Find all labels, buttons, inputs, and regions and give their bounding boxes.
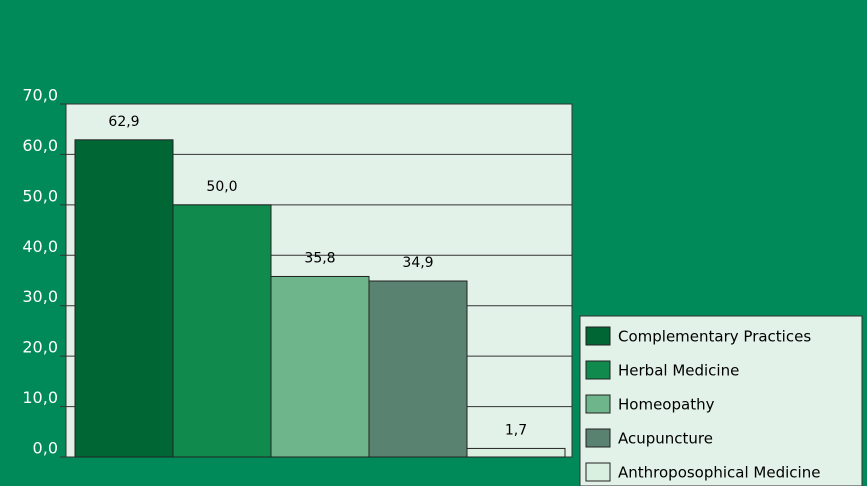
- legend-swatch: [585, 326, 611, 346]
- data-label: 62,9: [108, 114, 139, 130]
- legend-swatch: [585, 428, 611, 448]
- y-tick-label: 70,0: [22, 86, 58, 105]
- data-label: 1,7: [505, 422, 527, 438]
- y-tick-label: 40,0: [22, 237, 58, 256]
- data-label: 35,8: [304, 250, 335, 266]
- legend-label: Herbal Medicine: [618, 362, 739, 380]
- y-tick-label: 50,0: [22, 186, 58, 205]
- legend-label: Anthroposophical Medicine: [618, 464, 820, 482]
- bar: [172, 204, 272, 458]
- y-tick-label: 0,0: [33, 439, 58, 458]
- legend-swatch: [585, 462, 611, 482]
- bar: [466, 447, 566, 458]
- legend-swatch: [585, 394, 611, 414]
- y-tick-label: 20,0: [22, 338, 58, 357]
- legend: [579, 315, 863, 486]
- y-tick-label: 10,0: [22, 388, 58, 407]
- legend-label: Complementary Practices: [618, 328, 811, 346]
- bar: [368, 280, 468, 458]
- legend-swatch: [585, 360, 611, 380]
- bar: [270, 275, 370, 458]
- legend-label: Homeopathy: [618, 396, 715, 414]
- y-tick-label: 30,0: [22, 287, 58, 306]
- y-tick-label: 60,0: [22, 136, 58, 155]
- legend-label: Acupuncture: [618, 430, 713, 448]
- bar: [74, 139, 174, 458]
- data-label: 34,9: [402, 255, 433, 271]
- data-label: 50,0: [206, 179, 237, 195]
